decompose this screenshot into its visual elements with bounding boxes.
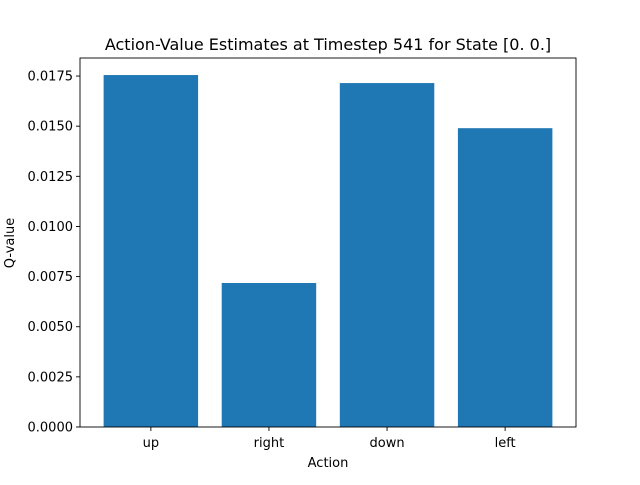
y-tick-label: 0.0175: [28, 70, 74, 85]
x-axis-label: Action: [308, 456, 349, 471]
y-tick-label: 0.0050: [28, 320, 74, 335]
x-tick-label: down: [370, 436, 405, 451]
plot-area: 0.0000 0.0025 0.0050 0.0075 0.0100 0.0125 0.01…: [28, 57, 577, 451]
y-tick-label: 0.0075: [28, 270, 74, 285]
bar-left: [457, 128, 553, 427]
chart-title: Action-Value Estimates at Timestep 541 f…: [105, 35, 551, 54]
y-tick-label: 0.0000: [28, 421, 74, 436]
y-tick-label: 0.0025: [28, 370, 74, 385]
bar-down: [339, 83, 435, 427]
x-tick-label: up: [143, 436, 160, 451]
y-tick-label: 0.0100: [28, 220, 74, 235]
x-tick-label: right: [254, 436, 285, 451]
x-tick-label: left: [495, 436, 516, 451]
bar-right: [221, 283, 317, 427]
axes-frame: [79, 57, 577, 428]
y-axis-label: Q-value: [3, 218, 18, 268]
bar-up: [103, 75, 199, 428]
y-tick-label: 0.0150: [28, 120, 74, 135]
y-tick-label: 0.0125: [28, 170, 74, 185]
